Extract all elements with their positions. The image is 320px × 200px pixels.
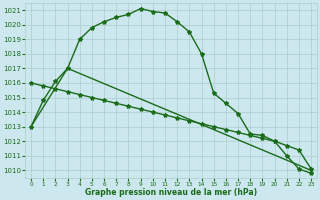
- X-axis label: Graphe pression niveau de la mer (hPa): Graphe pression niveau de la mer (hPa): [85, 188, 257, 197]
